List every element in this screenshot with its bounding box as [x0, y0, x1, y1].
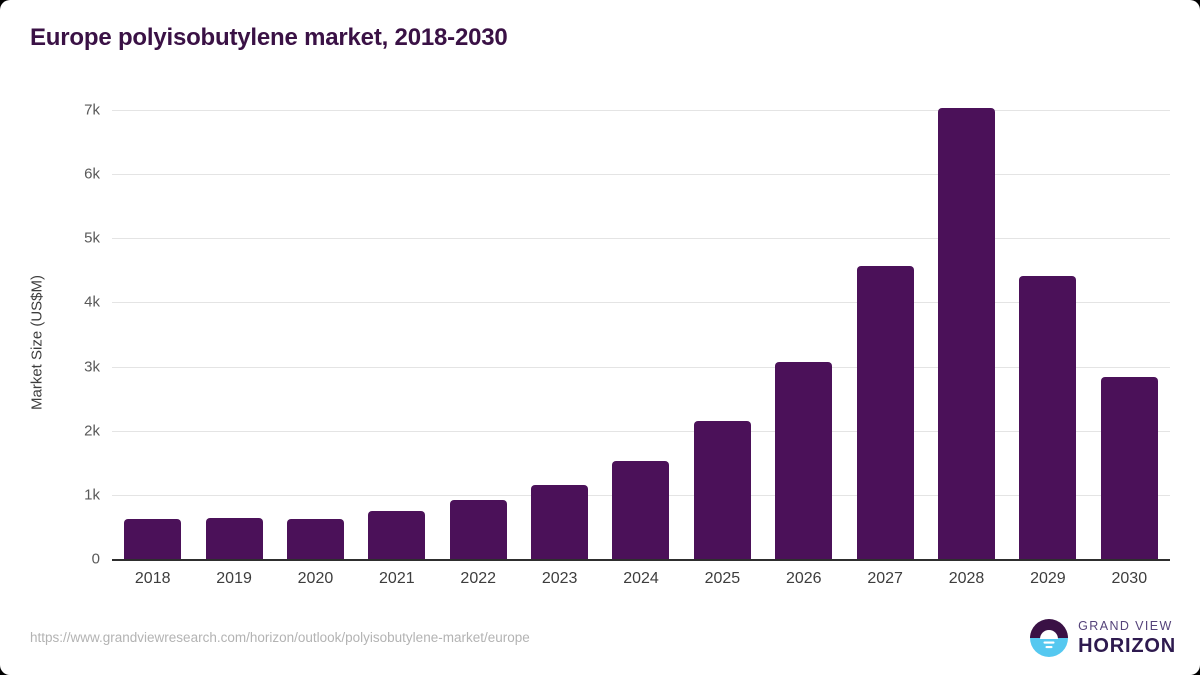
gridline [112, 366, 1170, 368]
x-axis-tick-2027: 2027 [867, 570, 903, 587]
y-axis-tick-label: 6k [84, 165, 100, 183]
bar-2027[interactable] [856, 265, 914, 559]
horizon-circle-icon [1029, 618, 1069, 658]
bar-slot [1089, 0, 1170, 675]
x-axis-tick-2024: 2024 [623, 570, 659, 587]
x-axis-tick-2021: 2021 [379, 570, 415, 587]
bar-slot [682, 0, 763, 675]
y-axis-tick-label: 2k [84, 422, 100, 440]
gridline [112, 238, 1170, 240]
x-axis-tick-2030: 2030 [1111, 570, 1148, 587]
bar-slot [1007, 0, 1088, 675]
brand-logo[interactable]: GRAND VIEW HORIZON [1029, 618, 1176, 658]
bar-slot [763, 0, 844, 675]
bar-2019[interactable] [205, 518, 263, 559]
page-title: Europe polyisobutylene market, 2018-2030 [30, 24, 508, 51]
y-axis-tick-label: 5k [84, 229, 100, 247]
x-axis-tick-2026: 2026 [785, 570, 822, 587]
bar-slot [275, 0, 356, 675]
bar-2020[interactable] [286, 519, 344, 559]
bar-2018[interactable] [124, 519, 182, 559]
x-axis-tick-2019: 2019 [216, 570, 252, 587]
y-axis-tick-label: 4k [84, 293, 100, 311]
bar-slot [926, 0, 1007, 675]
bar-slot [356, 0, 437, 675]
x-axis-tick-2025: 2025 [704, 570, 741, 587]
y-axis-tick-label: 7k [84, 101, 100, 119]
gridline [112, 174, 1170, 176]
source-url[interactable]: https://www.grandviewresearch.com/horizo… [30, 630, 530, 645]
bar-series [112, 0, 1170, 675]
x-axis-tick-2023: 2023 [541, 570, 578, 587]
bar-slot [519, 0, 600, 675]
bar-slot [112, 0, 193, 675]
bar-2021[interactable] [368, 510, 426, 559]
logo-text: GRAND VIEW HORIZON [1078, 620, 1176, 656]
x-axis-tick-2020: 2020 [297, 570, 334, 587]
bar-2026[interactable] [775, 362, 833, 559]
bar-2024[interactable] [612, 460, 670, 559]
bar-2025[interactable] [693, 421, 751, 559]
y-axis-tick-label: 1k [84, 486, 100, 504]
x-axis-tick-2018: 2018 [134, 570, 171, 587]
x-axis-tick-2022: 2022 [460, 570, 497, 587]
gridline [112, 430, 1170, 432]
bar-2023[interactable] [531, 484, 589, 559]
bar-2022[interactable] [449, 500, 507, 559]
gridline [112, 302, 1170, 304]
y-axis-tick-label: 3k [84, 358, 100, 376]
bar-slot [438, 0, 519, 675]
gridline [112, 559, 1170, 561]
bar-2028[interactable] [938, 108, 996, 559]
bar-slot [844, 0, 925, 675]
logo-line2: HORIZON [1078, 634, 1176, 657]
y-axis-tick-label: 0 [91, 550, 100, 568]
x-axis-tick-2029: 2029 [1030, 570, 1066, 587]
gridline [112, 110, 1170, 111]
bar-slot [600, 0, 681, 675]
bar-2029[interactable] [1019, 275, 1077, 559]
bar-2030[interactable] [1100, 376, 1158, 559]
x-axis-tick-2028: 2028 [948, 570, 985, 587]
bar-slot [193, 0, 274, 675]
logo-line1: GRAND VIEW [1078, 619, 1173, 634]
